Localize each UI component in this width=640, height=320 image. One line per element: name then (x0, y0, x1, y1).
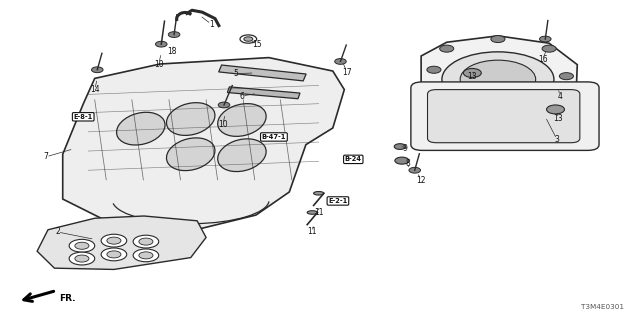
Text: 18: 18 (167, 47, 176, 56)
Text: 10: 10 (218, 120, 228, 129)
Ellipse shape (116, 112, 165, 145)
Circle shape (75, 255, 89, 262)
Text: 2: 2 (55, 228, 60, 236)
Polygon shape (63, 58, 344, 231)
Ellipse shape (460, 60, 536, 99)
Text: 8: 8 (406, 159, 411, 168)
Text: 9: 9 (402, 144, 407, 153)
Text: 11: 11 (314, 208, 323, 217)
Text: 14: 14 (90, 85, 100, 94)
Circle shape (440, 45, 454, 52)
Text: E-8-1: E-8-1 (74, 114, 93, 120)
Circle shape (133, 249, 159, 262)
Text: B-47-1: B-47-1 (262, 134, 286, 140)
Circle shape (168, 32, 180, 37)
Circle shape (75, 242, 89, 249)
Circle shape (540, 36, 551, 42)
Circle shape (516, 116, 531, 123)
Circle shape (547, 105, 564, 114)
Circle shape (542, 45, 556, 52)
Circle shape (491, 36, 505, 43)
Text: 1: 1 (209, 20, 214, 28)
Text: B-24: B-24 (345, 156, 362, 162)
Ellipse shape (218, 104, 266, 136)
Ellipse shape (314, 191, 324, 195)
Circle shape (465, 116, 479, 124)
Circle shape (107, 251, 121, 258)
Circle shape (218, 102, 230, 108)
Circle shape (394, 144, 406, 149)
Circle shape (107, 237, 121, 244)
Polygon shape (421, 36, 577, 122)
Text: 7: 7 (44, 152, 49, 161)
Bar (227, 87, 300, 99)
Text: 13: 13 (553, 114, 563, 123)
Circle shape (139, 238, 153, 245)
Text: 16: 16 (538, 55, 548, 64)
Ellipse shape (307, 211, 317, 214)
Circle shape (335, 59, 346, 64)
Text: 15: 15 (252, 40, 262, 49)
Text: 12: 12 (417, 176, 426, 185)
Circle shape (139, 252, 153, 259)
Text: FR.: FR. (59, 294, 76, 303)
Ellipse shape (166, 103, 215, 135)
Circle shape (427, 66, 441, 73)
Ellipse shape (442, 52, 554, 107)
Text: 6: 6 (239, 92, 244, 100)
Polygon shape (37, 216, 206, 269)
Circle shape (133, 235, 159, 248)
Text: 11: 11 (308, 228, 317, 236)
Text: 10: 10 (154, 60, 164, 68)
Ellipse shape (218, 139, 266, 172)
FancyBboxPatch shape (428, 90, 580, 143)
Text: E-2-1: E-2-1 (328, 198, 348, 204)
Circle shape (240, 35, 257, 43)
Text: 13: 13 (467, 72, 477, 81)
Circle shape (69, 239, 95, 252)
Circle shape (92, 67, 103, 73)
Circle shape (69, 252, 95, 265)
Circle shape (559, 73, 573, 80)
Circle shape (101, 248, 127, 261)
Bar (219, 65, 306, 81)
Circle shape (557, 101, 572, 108)
Text: 5: 5 (233, 69, 238, 78)
Circle shape (463, 68, 481, 77)
Circle shape (101, 234, 127, 247)
Text: 17: 17 (342, 68, 352, 76)
Text: 3: 3 (554, 135, 559, 144)
Circle shape (395, 157, 409, 164)
Circle shape (244, 37, 253, 41)
Text: 4: 4 (557, 92, 563, 100)
FancyBboxPatch shape (411, 82, 599, 150)
Circle shape (409, 167, 420, 173)
Ellipse shape (166, 138, 215, 171)
Text: T3M4E0301: T3M4E0301 (581, 304, 624, 310)
Circle shape (156, 41, 167, 47)
